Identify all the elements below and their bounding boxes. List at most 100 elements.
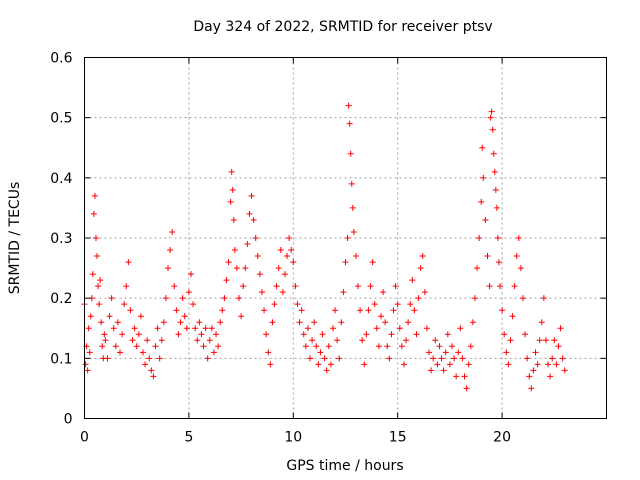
data-point — [311, 319, 318, 326]
data-point — [225, 259, 232, 266]
data-point — [413, 331, 420, 338]
data-point — [342, 259, 349, 266]
data-point — [457, 325, 464, 332]
data-point — [377, 313, 384, 320]
data-point — [148, 367, 155, 374]
data-point — [515, 235, 522, 241]
data-point — [192, 325, 199, 332]
data-point — [219, 307, 226, 314]
data-point — [442, 349, 449, 356]
data-point — [327, 361, 334, 368]
data-point — [101, 331, 108, 338]
y-axis-label: SRMTID / TECUs — [7, 182, 23, 295]
data-point — [469, 319, 476, 326]
data-point — [492, 186, 499, 193]
data-point — [98, 319, 105, 326]
data-point — [325, 343, 332, 350]
data-point — [505, 361, 512, 368]
data-point — [121, 301, 128, 308]
data-point — [231, 247, 238, 254]
data-point — [388, 331, 395, 338]
data-point — [319, 331, 326, 338]
data-point — [453, 373, 460, 380]
data-point — [240, 283, 247, 290]
y-tick-label: 0.3 — [50, 231, 72, 247]
data-point — [522, 331, 529, 338]
data-point — [540, 295, 547, 302]
data-point — [144, 337, 151, 344]
data-point — [407, 301, 414, 308]
data-point — [263, 331, 270, 338]
data-point — [215, 343, 222, 350]
data-point — [129, 337, 136, 344]
data-point — [114, 319, 121, 326]
data-point — [133, 343, 140, 350]
data-point — [204, 355, 211, 362]
y-tick-label: 0.1 — [50, 351, 72, 367]
data-point — [84, 367, 91, 374]
data-point — [288, 247, 295, 254]
data-point — [403, 337, 410, 344]
data-point — [375, 343, 382, 350]
data-point — [142, 361, 149, 368]
x-axis-label: GPS time / hours — [286, 458, 403, 474]
data-point — [390, 307, 397, 314]
data-point — [448, 343, 455, 350]
data-point — [169, 228, 176, 235]
data-point — [167, 247, 174, 254]
data-point — [332, 307, 339, 314]
data-point — [557, 325, 564, 332]
data-point — [173, 307, 180, 314]
data-point — [373, 325, 380, 332]
data-point — [221, 295, 228, 302]
data-point — [206, 337, 213, 344]
data-point — [423, 325, 430, 332]
data-point — [125, 259, 132, 266]
data-point — [162, 295, 169, 302]
data-point — [348, 180, 355, 187]
data-point — [112, 343, 119, 350]
data-point — [90, 210, 97, 217]
data-point — [309, 337, 316, 344]
data-point — [349, 204, 356, 211]
data-point — [238, 313, 245, 320]
data-point — [484, 253, 491, 260]
data-point — [347, 150, 354, 157]
data-point — [532, 349, 539, 356]
data-point — [119, 331, 126, 338]
data-point — [405, 319, 412, 326]
data-point — [99, 343, 106, 350]
data-point — [317, 349, 324, 356]
data-point — [286, 235, 293, 241]
data-point — [471, 295, 478, 302]
data-point — [102, 337, 109, 344]
data-point — [476, 235, 483, 241]
data-point — [440, 367, 447, 374]
data-point — [329, 325, 336, 332]
data-point — [202, 325, 209, 332]
data-point — [463, 385, 470, 392]
data-point — [165, 265, 172, 272]
data-point — [487, 114, 494, 121]
x-tick-label: 0 — [80, 430, 89, 446]
data-point — [465, 361, 472, 368]
data-point — [459, 355, 466, 362]
data-point — [530, 367, 537, 374]
data-point — [261, 307, 268, 314]
data-point — [495, 259, 502, 266]
data-point — [519, 295, 526, 302]
data-point — [123, 283, 130, 290]
x-tick-label: 15 — [389, 430, 407, 446]
data-point — [547, 373, 554, 380]
data-point — [85, 325, 92, 332]
data-point — [361, 361, 368, 368]
data-point — [154, 325, 161, 332]
data-point — [503, 349, 510, 356]
data-point — [213, 331, 220, 338]
data-point — [526, 373, 533, 380]
data-point — [509, 313, 516, 320]
data-point — [146, 355, 153, 362]
data-point — [480, 174, 487, 181]
data-point — [313, 343, 320, 350]
